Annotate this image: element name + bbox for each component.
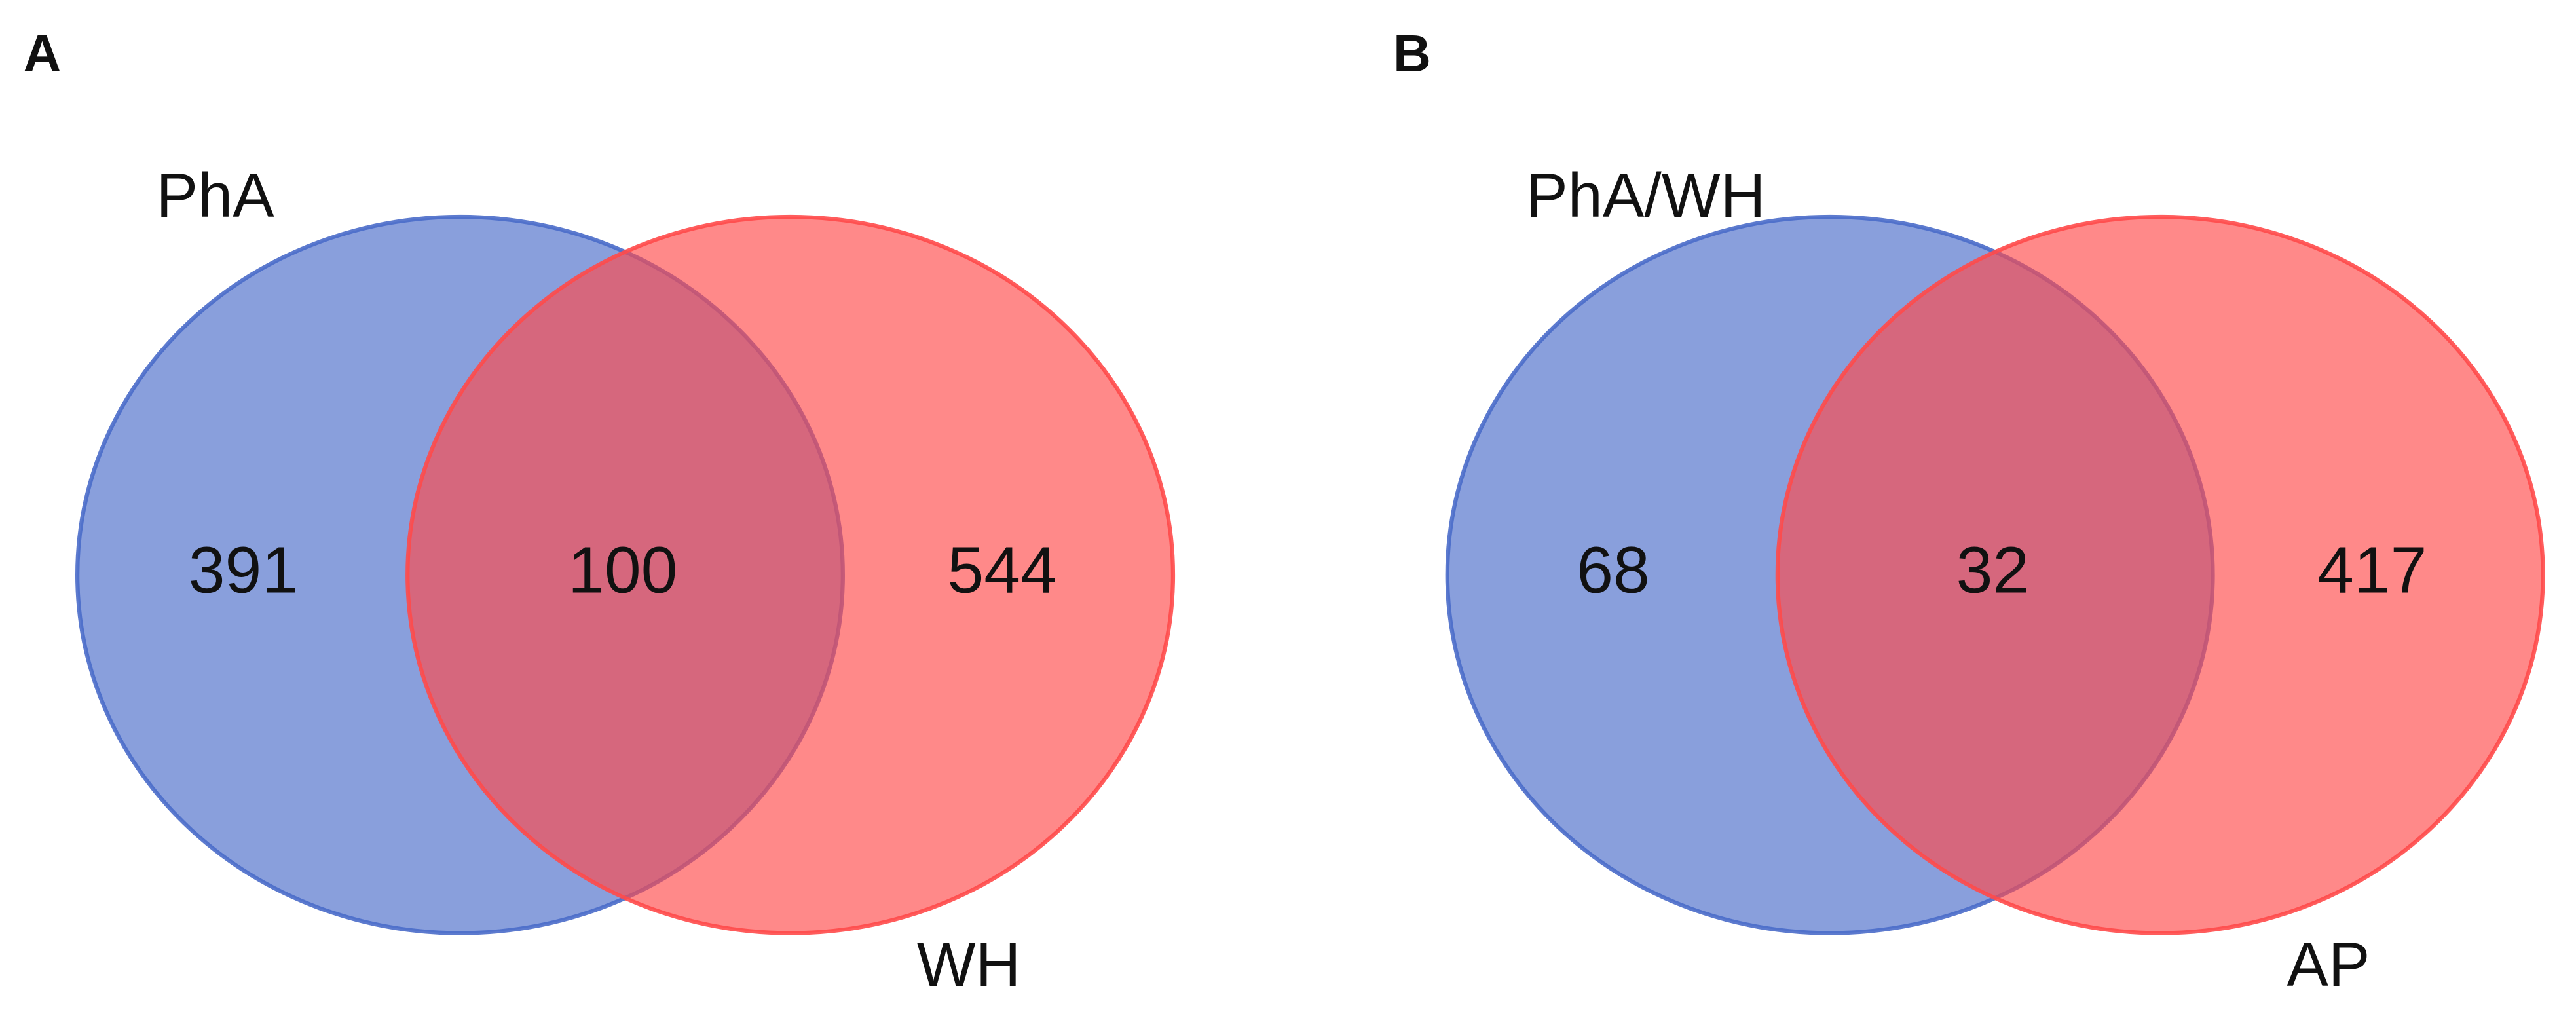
panel-label: A [23, 24, 61, 83]
region-count: 417 [2317, 533, 2427, 607]
region-count: 391 [189, 533, 298, 607]
set-ellipse [1775, 214, 2545, 935]
set-label: WH [917, 930, 1021, 1000]
set-label: AP [2287, 930, 2370, 1000]
region-count: 100 [568, 533, 677, 607]
region-count: 68 [1577, 533, 1650, 607]
region-count: 32 [1956, 533, 2030, 607]
set-label: PhA [157, 161, 275, 231]
region-count: 544 [947, 533, 1056, 607]
set-ellipse [405, 214, 1176, 935]
panel-label: B [1393, 24, 1431, 83]
set-label: PhA/WH [1526, 161, 1765, 231]
